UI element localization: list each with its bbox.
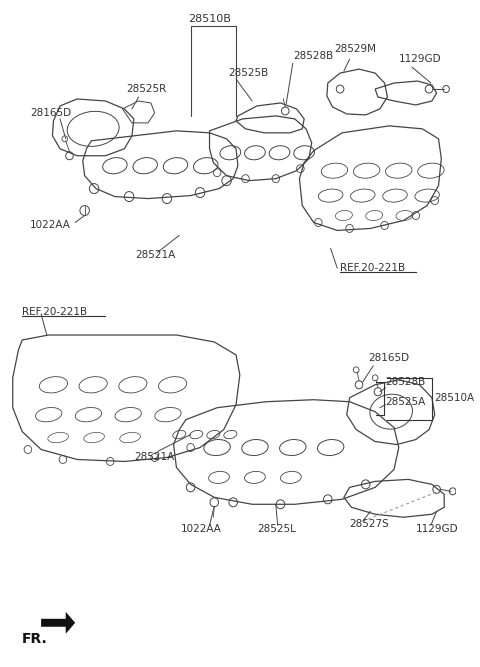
Text: 28510A: 28510A — [435, 393, 475, 403]
Text: 28525A: 28525A — [385, 397, 426, 407]
Text: 28521A: 28521A — [134, 452, 174, 462]
Text: 1129GD: 1129GD — [399, 54, 442, 64]
Text: REF.20-221B: REF.20-221B — [22, 307, 87, 317]
Text: FR.: FR. — [22, 632, 48, 646]
Text: 28528B: 28528B — [385, 377, 426, 387]
Text: 28528B: 28528B — [293, 51, 333, 61]
Text: 28529M: 28529M — [335, 44, 376, 54]
Text: 1129GD: 1129GD — [416, 524, 458, 534]
Text: 1022AA: 1022AA — [181, 524, 222, 534]
Text: 28527S: 28527S — [349, 519, 389, 529]
Text: 28525B: 28525B — [228, 68, 269, 78]
Text: 1022AA: 1022AA — [30, 221, 71, 231]
Text: 28165D: 28165D — [369, 353, 409, 363]
Text: 28165D: 28165D — [30, 108, 71, 118]
Text: 28510B: 28510B — [188, 14, 231, 24]
Text: 28525R: 28525R — [126, 84, 167, 94]
Text: REF.20-221B: REF.20-221B — [340, 263, 405, 273]
Text: 28525L: 28525L — [257, 524, 296, 534]
Polygon shape — [41, 612, 75, 634]
Text: 28521A: 28521A — [136, 250, 176, 260]
